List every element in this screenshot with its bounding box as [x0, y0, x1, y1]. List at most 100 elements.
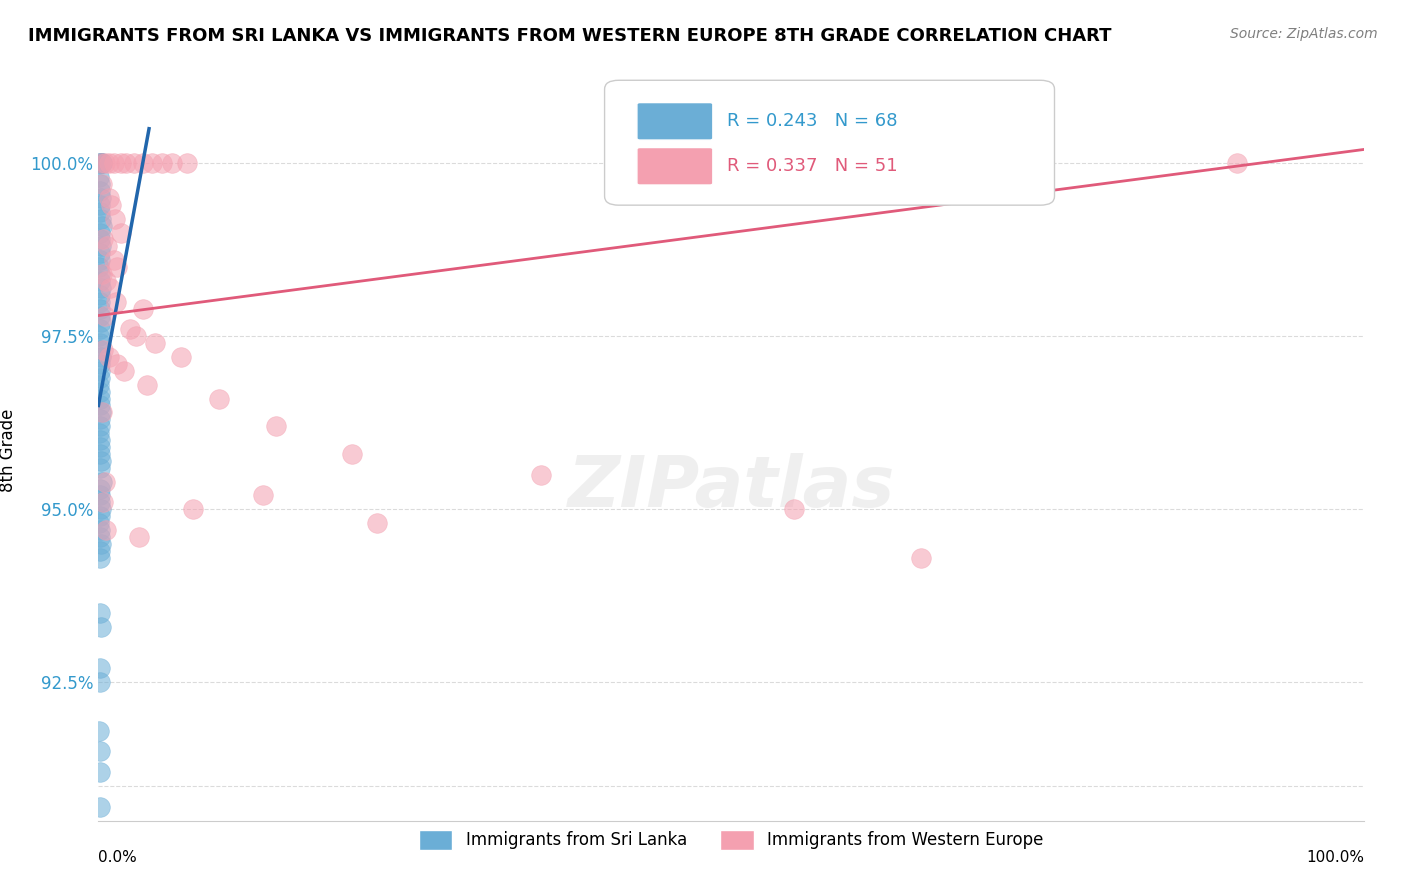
Immigrants from Sri Lanka: [89, 246, 111, 260]
Immigrants from Sri Lanka: [90, 281, 112, 295]
Immigrants from Sri Lanka: [89, 274, 111, 288]
Immigrants from Western Europe: [98, 281, 121, 295]
Immigrants from Sri Lanka: [89, 412, 111, 426]
Immigrants from Sri Lanka: [89, 744, 111, 758]
Immigrants from Sri Lanka: [89, 661, 111, 675]
Immigrants from Sri Lanka: [89, 488, 111, 502]
Immigrants from Western Europe: [90, 156, 112, 170]
Immigrants from Western Europe: [530, 467, 553, 482]
Immigrants from Sri Lanka: [87, 329, 110, 343]
Immigrants from Western Europe: [141, 156, 163, 170]
Immigrants from Sri Lanka: [89, 419, 111, 434]
Y-axis label: 8th Grade: 8th Grade: [0, 409, 17, 492]
Immigrants from Western Europe: [1226, 156, 1249, 170]
Immigrants from Sri Lanka: [89, 384, 111, 399]
Immigrants from Western Europe: [150, 156, 173, 170]
Immigrants from Sri Lanka: [90, 219, 112, 233]
Immigrants from Sri Lanka: [87, 426, 110, 441]
Immigrants from Western Europe: [132, 156, 155, 170]
Immigrants from Western Europe: [96, 239, 118, 253]
Immigrants from Sri Lanka: [89, 509, 111, 524]
Immigrants from Western Europe: [93, 232, 115, 246]
Immigrants from Western Europe: [128, 530, 150, 544]
Immigrants from Sri Lanka: [89, 523, 111, 537]
Immigrants from Sri Lanka: [89, 765, 111, 780]
Immigrants from Western Europe: [115, 156, 138, 170]
Immigrants from Western Europe: [97, 156, 120, 170]
Immigrants from Western Europe: [122, 156, 145, 170]
Immigrants from Sri Lanka: [89, 343, 111, 358]
Immigrants from Western Europe: [100, 198, 122, 212]
Text: IMMIGRANTS FROM SRI LANKA VS IMMIGRANTS FROM WESTERN EUROPE 8TH GRADE CORRELATIO: IMMIGRANTS FROM SRI LANKA VS IMMIGRANTS …: [28, 27, 1112, 45]
Immigrants from Sri Lanka: [89, 198, 111, 212]
Immigrants from Sri Lanka: [90, 502, 112, 516]
Immigrants from Western Europe: [208, 392, 231, 406]
Immigrants from Sri Lanka: [89, 267, 111, 281]
Immigrants from Western Europe: [91, 267, 114, 281]
Immigrants from Western Europe: [145, 336, 166, 351]
Immigrants from Western Europe: [107, 357, 129, 371]
Legend: Immigrants from Sri Lanka, Immigrants from Western Europe: Immigrants from Sri Lanka, Immigrants fr…: [412, 823, 1050, 856]
Immigrants from Western Europe: [91, 405, 114, 419]
Immigrants from Western Europe: [183, 502, 205, 516]
Immigrants from Sri Lanka: [91, 156, 114, 170]
Immigrants from Western Europe: [97, 350, 120, 364]
Immigrants from Sri Lanka: [87, 377, 110, 392]
Immigrants from Western Europe: [252, 488, 274, 502]
Immigrants from Sri Lanka: [87, 260, 110, 274]
Immigrants from Sri Lanka: [89, 294, 111, 309]
Immigrants from Western Europe: [94, 523, 117, 537]
Immigrants from Western Europe: [160, 156, 183, 170]
Immigrants from Sri Lanka: [91, 475, 114, 489]
Immigrants from Sri Lanka: [90, 156, 112, 170]
Immigrants from Western Europe: [125, 329, 148, 343]
Text: Source: ZipAtlas.com: Source: ZipAtlas.com: [1230, 27, 1378, 41]
Immigrants from Sri Lanka: [90, 315, 112, 329]
Immigrants from Sri Lanka: [89, 177, 111, 191]
Immigrants from Sri Lanka: [89, 447, 111, 461]
Immigrants from Western Europe: [112, 364, 135, 378]
Immigrants from Western Europe: [94, 274, 117, 288]
Immigrants from Western Europe: [107, 260, 129, 274]
Text: R = 0.243   N = 68: R = 0.243 N = 68: [727, 112, 897, 130]
Immigrants from Western Europe: [97, 191, 120, 205]
Immigrants from Western Europe: [93, 495, 115, 509]
Immigrants from Western Europe: [104, 211, 127, 226]
Immigrants from Sri Lanka: [89, 371, 111, 385]
Immigrants from Sri Lanka: [87, 723, 110, 738]
Immigrants from Sri Lanka: [90, 405, 112, 419]
Immigrants from Sri Lanka: [89, 226, 111, 240]
Immigrants from Sri Lanka: [89, 301, 111, 316]
Immigrants from Western Europe: [783, 502, 806, 516]
Immigrants from Sri Lanka: [90, 537, 112, 551]
Immigrants from Western Europe: [105, 294, 128, 309]
Immigrants from Sri Lanka: [89, 543, 111, 558]
Immigrants from Sri Lanka: [89, 433, 111, 447]
Immigrants from Western Europe: [93, 156, 117, 170]
Immigrants from Western Europe: [169, 350, 191, 364]
Immigrants from Sri Lanka: [89, 156, 111, 170]
Immigrants from Sri Lanka: [89, 364, 111, 378]
Immigrants from Sri Lanka: [90, 211, 112, 226]
Immigrants from Sri Lanka: [89, 440, 111, 454]
Immigrants from Sri Lanka: [89, 204, 111, 219]
Immigrants from Sri Lanka: [89, 253, 111, 268]
Immigrants from Western Europe: [93, 309, 117, 323]
Immigrants from Western Europe: [340, 447, 363, 461]
Immigrants from Sri Lanka: [87, 170, 110, 185]
Text: ZIPatlas: ZIPatlas: [568, 453, 894, 522]
Immigrants from Western Europe: [910, 550, 932, 565]
Immigrants from Sri Lanka: [89, 336, 111, 351]
Immigrants from Sri Lanka: [89, 322, 111, 336]
Immigrants from Western Europe: [132, 301, 155, 316]
Immigrants from Western Europe: [135, 377, 157, 392]
Immigrants from Sri Lanka: [89, 482, 111, 496]
Immigrants from Western Europe: [110, 226, 132, 240]
Immigrants from Sri Lanka: [87, 516, 110, 530]
Immigrants from Sri Lanka: [90, 239, 112, 253]
Immigrants from Western Europe: [93, 475, 117, 489]
Immigrants from Western Europe: [91, 177, 114, 191]
Immigrants from Western Europe: [120, 322, 141, 336]
Immigrants from Western Europe: [264, 419, 287, 434]
Immigrants from Western Europe: [103, 156, 125, 170]
